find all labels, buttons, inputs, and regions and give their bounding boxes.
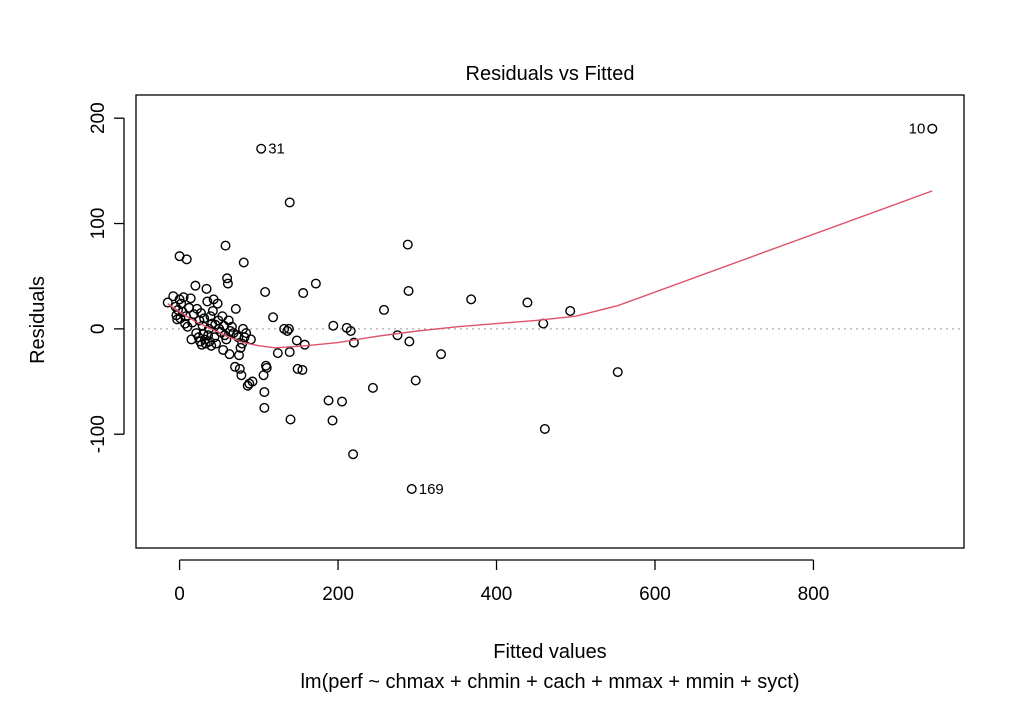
data-point: [292, 363, 303, 374]
data-point: [238, 257, 249, 268]
data-point: [207, 305, 218, 316]
data-point: [222, 273, 233, 284]
x-tick-label: 600: [639, 584, 671, 605]
data-point: [185, 293, 196, 304]
data-point: [230, 361, 241, 372]
data-point: [224, 349, 235, 360]
data-point: [403, 285, 414, 296]
data-point: [223, 315, 234, 326]
data-point: [234, 363, 245, 374]
data-point: [927, 123, 938, 134]
data-point: [410, 375, 421, 386]
data-point: [282, 325, 293, 336]
data-point: [337, 396, 348, 407]
data-point: [235, 342, 246, 353]
y-tick-label: 0: [88, 324, 109, 335]
data-point: [345, 325, 356, 336]
chart-title: Residuals vs Fitted: [466, 63, 635, 85]
data-point: [327, 415, 338, 426]
data-point: [181, 254, 192, 265]
data-point: [205, 311, 216, 322]
data-point: [323, 395, 334, 406]
data-point: [212, 298, 223, 309]
data-point: [272, 348, 283, 359]
x-axis-label: Fitted values: [493, 641, 606, 663]
data-point: [297, 364, 308, 375]
data-point: [404, 336, 415, 347]
x-tick-label: 200: [322, 584, 354, 605]
data-point: [522, 297, 533, 308]
data-point: [392, 330, 403, 341]
data-point: [162, 297, 173, 308]
data-point: [202, 296, 213, 307]
data-point: [226, 321, 237, 332]
data-point: [201, 283, 212, 294]
point-label: 10: [909, 121, 926, 138]
data-point: [259, 387, 270, 398]
data-point: [348, 449, 359, 460]
data-point: [220, 240, 231, 251]
data-point: [180, 318, 191, 329]
data-point: [239, 332, 250, 343]
data-point: [291, 335, 302, 346]
y-axis-label: Residuals: [27, 276, 49, 364]
data-point: [206, 340, 217, 351]
data-point: [234, 350, 245, 361]
data-point: [209, 332, 220, 343]
data-point: [284, 347, 295, 358]
y-tick-label: 200: [88, 102, 109, 134]
data-point: [284, 197, 295, 208]
data-point: [199, 313, 210, 324]
data-point: [195, 308, 206, 319]
data-point: [299, 339, 310, 350]
data-point: [612, 367, 623, 378]
x-tick-label: 800: [798, 584, 830, 605]
y-tick-label: -100: [88, 415, 109, 453]
x-tick-label: 0: [174, 584, 185, 605]
smooth-line: [167, 190, 933, 349]
data-point: [348, 337, 359, 348]
data-point: [241, 328, 252, 339]
data-point: [194, 315, 205, 326]
data-point: [539, 423, 550, 434]
data-point: [218, 344, 229, 355]
data-point: [310, 278, 321, 289]
data-point: [256, 143, 267, 154]
data-point: [198, 329, 209, 340]
data-point: [203, 330, 214, 341]
data-point: [188, 309, 199, 320]
y-tick-label: 100: [88, 208, 109, 240]
data-point: [466, 294, 477, 305]
point-label: 31: [268, 141, 285, 158]
chart-subtitle: lm(perf ~ chmax + chmin + cach + mmax + …: [300, 671, 799, 693]
data-point: [259, 402, 270, 413]
data-point: [268, 312, 279, 323]
data-point: [261, 362, 272, 373]
data-point: [379, 304, 390, 315]
data-point: [285, 414, 296, 425]
data-point: [367, 382, 378, 393]
data-point: [298, 288, 309, 299]
data-point: [283, 323, 294, 334]
data-point: [178, 292, 189, 303]
data-point: [236, 370, 247, 381]
data-point: [406, 484, 417, 495]
data-point: [565, 305, 576, 316]
data-point: [190, 280, 201, 291]
data-point: [436, 349, 447, 360]
plot-frame: [135, 94, 965, 549]
x-tick-label: 400: [481, 584, 513, 605]
data-point: [211, 338, 222, 349]
data-point: [260, 287, 271, 298]
data-point: [222, 278, 233, 289]
data-point: [402, 239, 413, 250]
data-point: [230, 303, 241, 314]
data-point: [168, 291, 179, 302]
data-point: [328, 320, 339, 331]
data-point: [247, 376, 258, 387]
point-label: 169: [419, 481, 444, 498]
plot-area: 0 200 400 600 800 -100 0 100 200 10 31 169: [88, 94, 965, 605]
